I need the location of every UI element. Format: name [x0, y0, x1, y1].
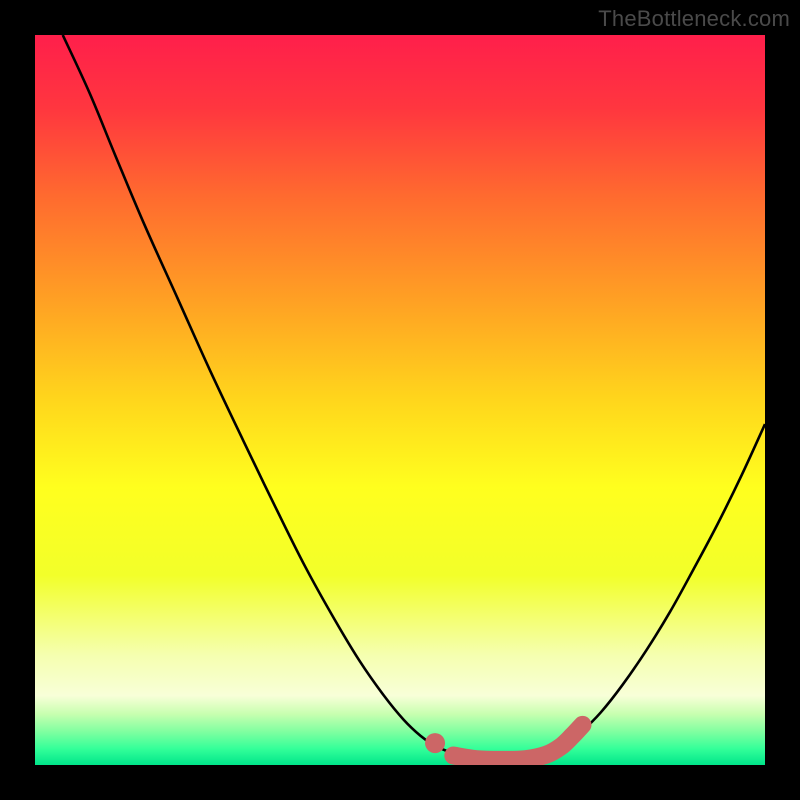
plot-area [35, 35, 765, 765]
attribution-text: TheBottleneck.com [598, 6, 790, 32]
chart-container: TheBottleneck.com [0, 0, 800, 800]
highlight-overlay [35, 35, 765, 765]
